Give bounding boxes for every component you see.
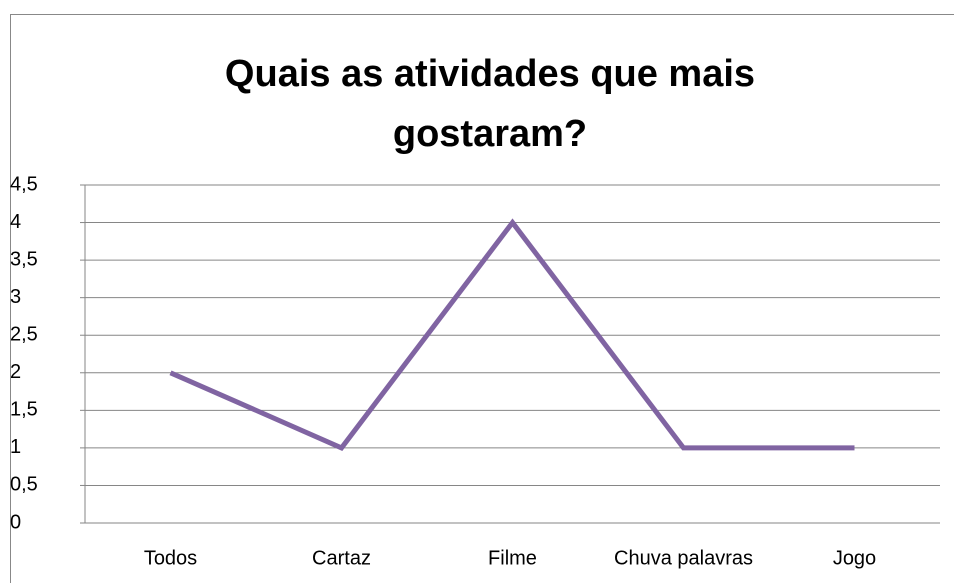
x-tick-label: Todos	[144, 547, 197, 569]
y-tick-label: 2	[10, 361, 21, 383]
x-tick-label: Cartaz	[312, 547, 371, 569]
y-tick-label: 3	[10, 286, 21, 308]
x-tick-label: Jogo	[833, 547, 876, 569]
chart-frame	[10, 14, 954, 583]
x-tick-label: Chuva palavras	[614, 547, 753, 569]
y-tick-label: 0	[10, 511, 21, 533]
data-line	[169, 218, 855, 451]
y-tick-label: 4	[10, 211, 21, 233]
y-tick-label: 2,5	[10, 324, 38, 346]
y-tick-label: 4,5	[10, 173, 38, 195]
y-tick-label: 1	[10, 436, 21, 458]
y-tick-label: 0,5	[10, 474, 38, 496]
chart-title: Quais as atividades que mais gostaram?	[224, 53, 756, 155]
y-tick-label: 1,5	[10, 399, 38, 421]
y-tick-label: 3,5	[10, 248, 38, 270]
x-tick-label: Filme	[488, 547, 537, 569]
